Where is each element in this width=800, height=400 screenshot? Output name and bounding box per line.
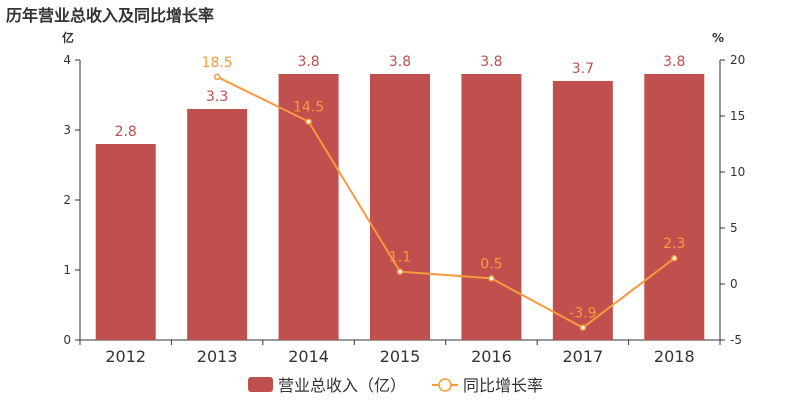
- growth-value-label: 0.5: [480, 256, 502, 272]
- bar-value-label: 3.7: [572, 61, 594, 77]
- bar-value-label: 3.8: [297, 54, 319, 70]
- growth-point: [213, 73, 221, 81]
- y-right-tick-label: 20: [730, 53, 745, 67]
- legend-line-label: 同比增长率: [463, 376, 543, 395]
- legend-bar-label: 营业总收入（亿）: [278, 376, 406, 395]
- growth-value-label: -3.9: [569, 306, 596, 322]
- growth-point: [488, 275, 495, 282]
- y-left-tick-label: 3: [63, 123, 71, 137]
- x-tick-label: 2013: [197, 347, 238, 366]
- bar-value-label: 3.8: [663, 54, 685, 70]
- bar-value-label: 3.3: [206, 89, 228, 105]
- bar: [187, 109, 248, 340]
- axes: 亿 % 0 1 2 3 4 -5 0 5 10 15 20 2012 2013 2014 2015 2016 201…: [62, 30, 745, 366]
- y-axis-left-unit: 亿: [62, 30, 74, 45]
- growth-line-path: [216, 75, 675, 329]
- growth-point: [579, 324, 587, 331]
- x-tick-label: 2016: [471, 347, 512, 366]
- x-tick-label: 2012: [105, 347, 146, 366]
- x-tick-label: 2017: [562, 347, 603, 366]
- growth-point: [396, 268, 404, 275]
- growth-value-label: 1.1: [389, 250, 411, 266]
- bar: [95, 144, 156, 340]
- y-right-tick-label: 10: [730, 165, 745, 179]
- bar: [552, 81, 613, 340]
- chart-title: 历年营业总收入及同比增长率: [6, 6, 215, 25]
- legend-bar-swatch: [248, 377, 273, 392]
- y-left-tick-label: 0: [63, 333, 71, 347]
- growth-value-label: 14.5: [293, 100, 324, 116]
- bars: [95, 74, 705, 340]
- x-tick-label: 2014: [288, 347, 329, 366]
- y-right-tick-label: -5: [730, 333, 742, 347]
- y-left-tick-label: 4: [63, 53, 71, 67]
- legend: 营业总收入（亿） 同比增长率: [248, 376, 543, 395]
- growth-point: [671, 254, 678, 262]
- y-right-tick-label: 0: [730, 277, 738, 291]
- growth-point: [305, 118, 312, 125]
- bar-value-label: 2.8: [115, 124, 137, 140]
- legend-line-marker: [438, 378, 452, 392]
- x-tick-label: 2018: [654, 347, 695, 366]
- x-tick-label: 2015: [380, 347, 421, 366]
- y-left-tick-label: 1: [63, 263, 71, 277]
- bar: [644, 74, 705, 340]
- y-right-tick-label: 15: [730, 109, 745, 123]
- y-left-tick-label: 2: [63, 193, 71, 207]
- growth-value-label: 18.5: [202, 55, 233, 71]
- bar: [278, 74, 339, 340]
- bar: [370, 74, 430, 340]
- y-axis-right-unit: %: [712, 31, 724, 45]
- growth-line: [213, 73, 678, 331]
- bar-value-label: 3.8: [389, 54, 411, 70]
- growth-value-label: 2.3: [663, 236, 685, 252]
- bar-value-label: 3.8: [480, 54, 502, 70]
- data-labels: 2.8 3.3 3.8 3.8 3.8 3.7 3.8 18.5 14.5 1.1 0.5 -3.9 2…: [115, 54, 686, 322]
- y-right-tick-label: 5: [730, 221, 738, 235]
- bar: [461, 74, 522, 340]
